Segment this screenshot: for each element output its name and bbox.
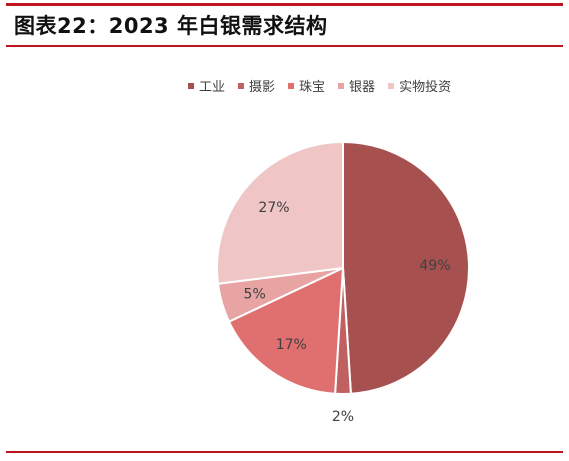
top-rule [6, 3, 563, 6]
legend-swatch [388, 82, 395, 89]
bottom-rule [6, 451, 563, 453]
legend-label: 摄影 [249, 80, 276, 95]
pie-slice-0 [342, 140, 470, 395]
pie-slice-4 [216, 140, 344, 285]
pie-data-label: 5% [244, 287, 266, 303]
chart-legend: 工业 摄影 珠宝 银器 实物投资 [188, 76, 451, 95]
legend-item: 珠宝 [288, 76, 325, 95]
pie-data-label: 2% [332, 409, 354, 425]
pie-data-label: 27% [258, 200, 289, 216]
figure-title: 图表22：2023 年白银需求结构 [14, 14, 328, 38]
pie-data-label: 49% [419, 258, 450, 274]
pie-slice-2 [227, 266, 345, 395]
title-rule [6, 45, 563, 47]
legend-label: 珠宝 [299, 80, 326, 95]
legend-item: 银器 [338, 76, 375, 95]
legend-item: 实物投资 [388, 76, 451, 95]
legend-item: 工业 [188, 76, 225, 95]
legend-label: 工业 [199, 80, 226, 95]
pie-data-label: 17% [276, 337, 307, 353]
legend-swatch [238, 82, 245, 89]
legend-swatch [338, 82, 345, 89]
legend-label: 银器 [349, 80, 376, 95]
legend-label: 实物投资 [399, 80, 452, 95]
legend-swatch [288, 82, 295, 89]
legend-item: 摄影 [238, 76, 275, 95]
legend-swatch [188, 82, 194, 89]
